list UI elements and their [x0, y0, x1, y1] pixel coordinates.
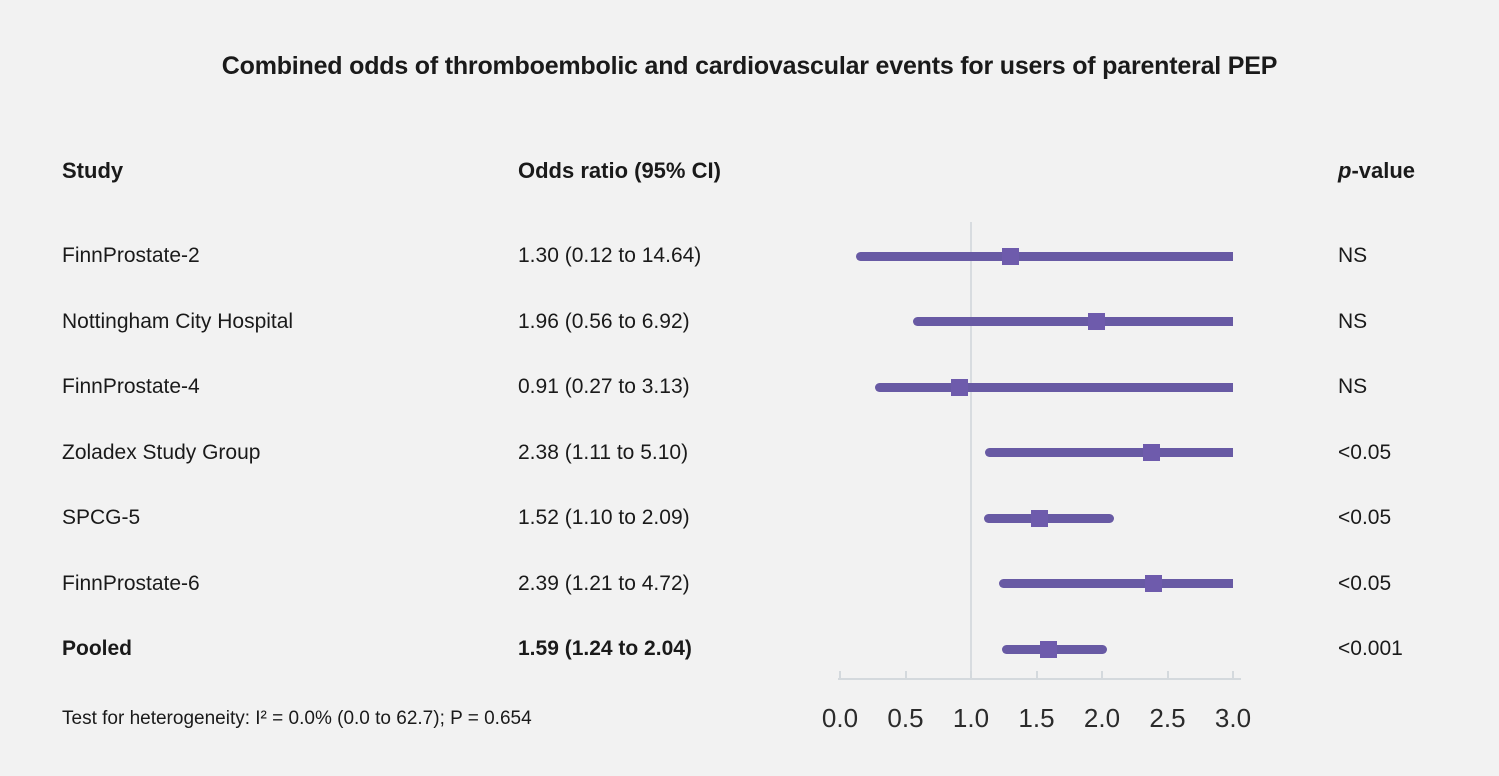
odds-ratio-marker [1144, 575, 1162, 592]
ci-bar [984, 513, 1114, 523]
odds-ratio-marker [1143, 444, 1161, 461]
odds-ratio-marker [1039, 640, 1057, 658]
study-label: Nottingham City Hospital [62, 309, 294, 333]
x-axis-tick [839, 671, 841, 678]
odds-ratio-value: 1.59 (1.24 to 2.04) [518, 637, 692, 660]
column-header-p-value: p-value [1338, 156, 1415, 186]
x-axis-tick-label: 0.0 [821, 703, 859, 733]
study-label: FinnProstate-6 [62, 571, 200, 595]
reference-line [970, 222, 972, 678]
odds-ratio-marker [950, 378, 968, 396]
x-axis-tick [904, 671, 907, 678]
odds-ratio-value: 1.52 (1.10 to 2.09) [518, 506, 690, 529]
heterogeneity-note: Test for heterogeneity: I² = 0.0% (0.0 t… [62, 708, 532, 729]
x-axis-tick [1166, 671, 1169, 678]
chart-title: Combined odds of thromboembolic and card… [221, 52, 1278, 80]
odds-ratio-marker [1088, 313, 1106, 330]
x-axis-tick-label: 2.0 [1083, 703, 1121, 733]
ci-bar [998, 579, 1233, 588]
x-axis-tick-label: 0.5 [887, 703, 924, 733]
x-axis-tick-label: 2.5 [1149, 703, 1186, 733]
x-axis-tick-label: 1.5 [1018, 703, 1055, 733]
odds-ratio-marker [1001, 247, 1019, 265]
p-value-italic-p: p [1338, 158, 1352, 183]
study-label: SPCG-5 [62, 506, 141, 529]
p-value: NS [1338, 375, 1368, 398]
p-value: <0.001 [1338, 637, 1403, 660]
p-value: <0.05 [1338, 571, 1392, 595]
odds-ratio-value: 1.30 (0.12 to 14.64) [518, 244, 702, 267]
x-axis-tick [1232, 671, 1234, 678]
odds-ratio-value: 1.96 (0.56 to 6.92) [518, 309, 690, 333]
odds-ratio-value: 2.39 (1.21 to 4.72) [518, 571, 690, 595]
odds-ratio-marker [1030, 509, 1048, 527]
ci-bar [875, 382, 1233, 392]
column-header-study: Study [62, 158, 124, 183]
x-axis-tick-label: 3.0 [1214, 703, 1252, 733]
x-axis-tick [1035, 671, 1038, 678]
p-value: NS [1338, 244, 1368, 267]
p-value-rest: -value [1351, 158, 1416, 183]
ci-bar [985, 448, 1233, 457]
ci-bar [855, 251, 1233, 261]
study-label: FinnProstate-4 [62, 375, 200, 398]
odds-ratio-value: 2.38 (1.11 to 5.10) [518, 440, 689, 464]
x-axis-tick-label: 1.0 [952, 703, 990, 733]
column-header-odds-ratio: Odds ratio (95% CI) [518, 158, 721, 183]
x-axis-tick [970, 671, 972, 678]
odds-ratio-value: 0.91 (0.27 to 3.13) [518, 375, 690, 398]
x-axis-line [838, 678, 1241, 680]
study-label: FinnProstate-2 [62, 244, 200, 267]
study-label: Pooled [62, 637, 133, 660]
study-label: Zoladex Study Group [62, 440, 261, 464]
x-axis-tick [1101, 671, 1103, 678]
ci-bar [913, 317, 1233, 326]
p-value: <0.05 [1338, 506, 1392, 529]
p-value: <0.05 [1338, 440, 1392, 464]
p-value: NS [1338, 309, 1368, 333]
